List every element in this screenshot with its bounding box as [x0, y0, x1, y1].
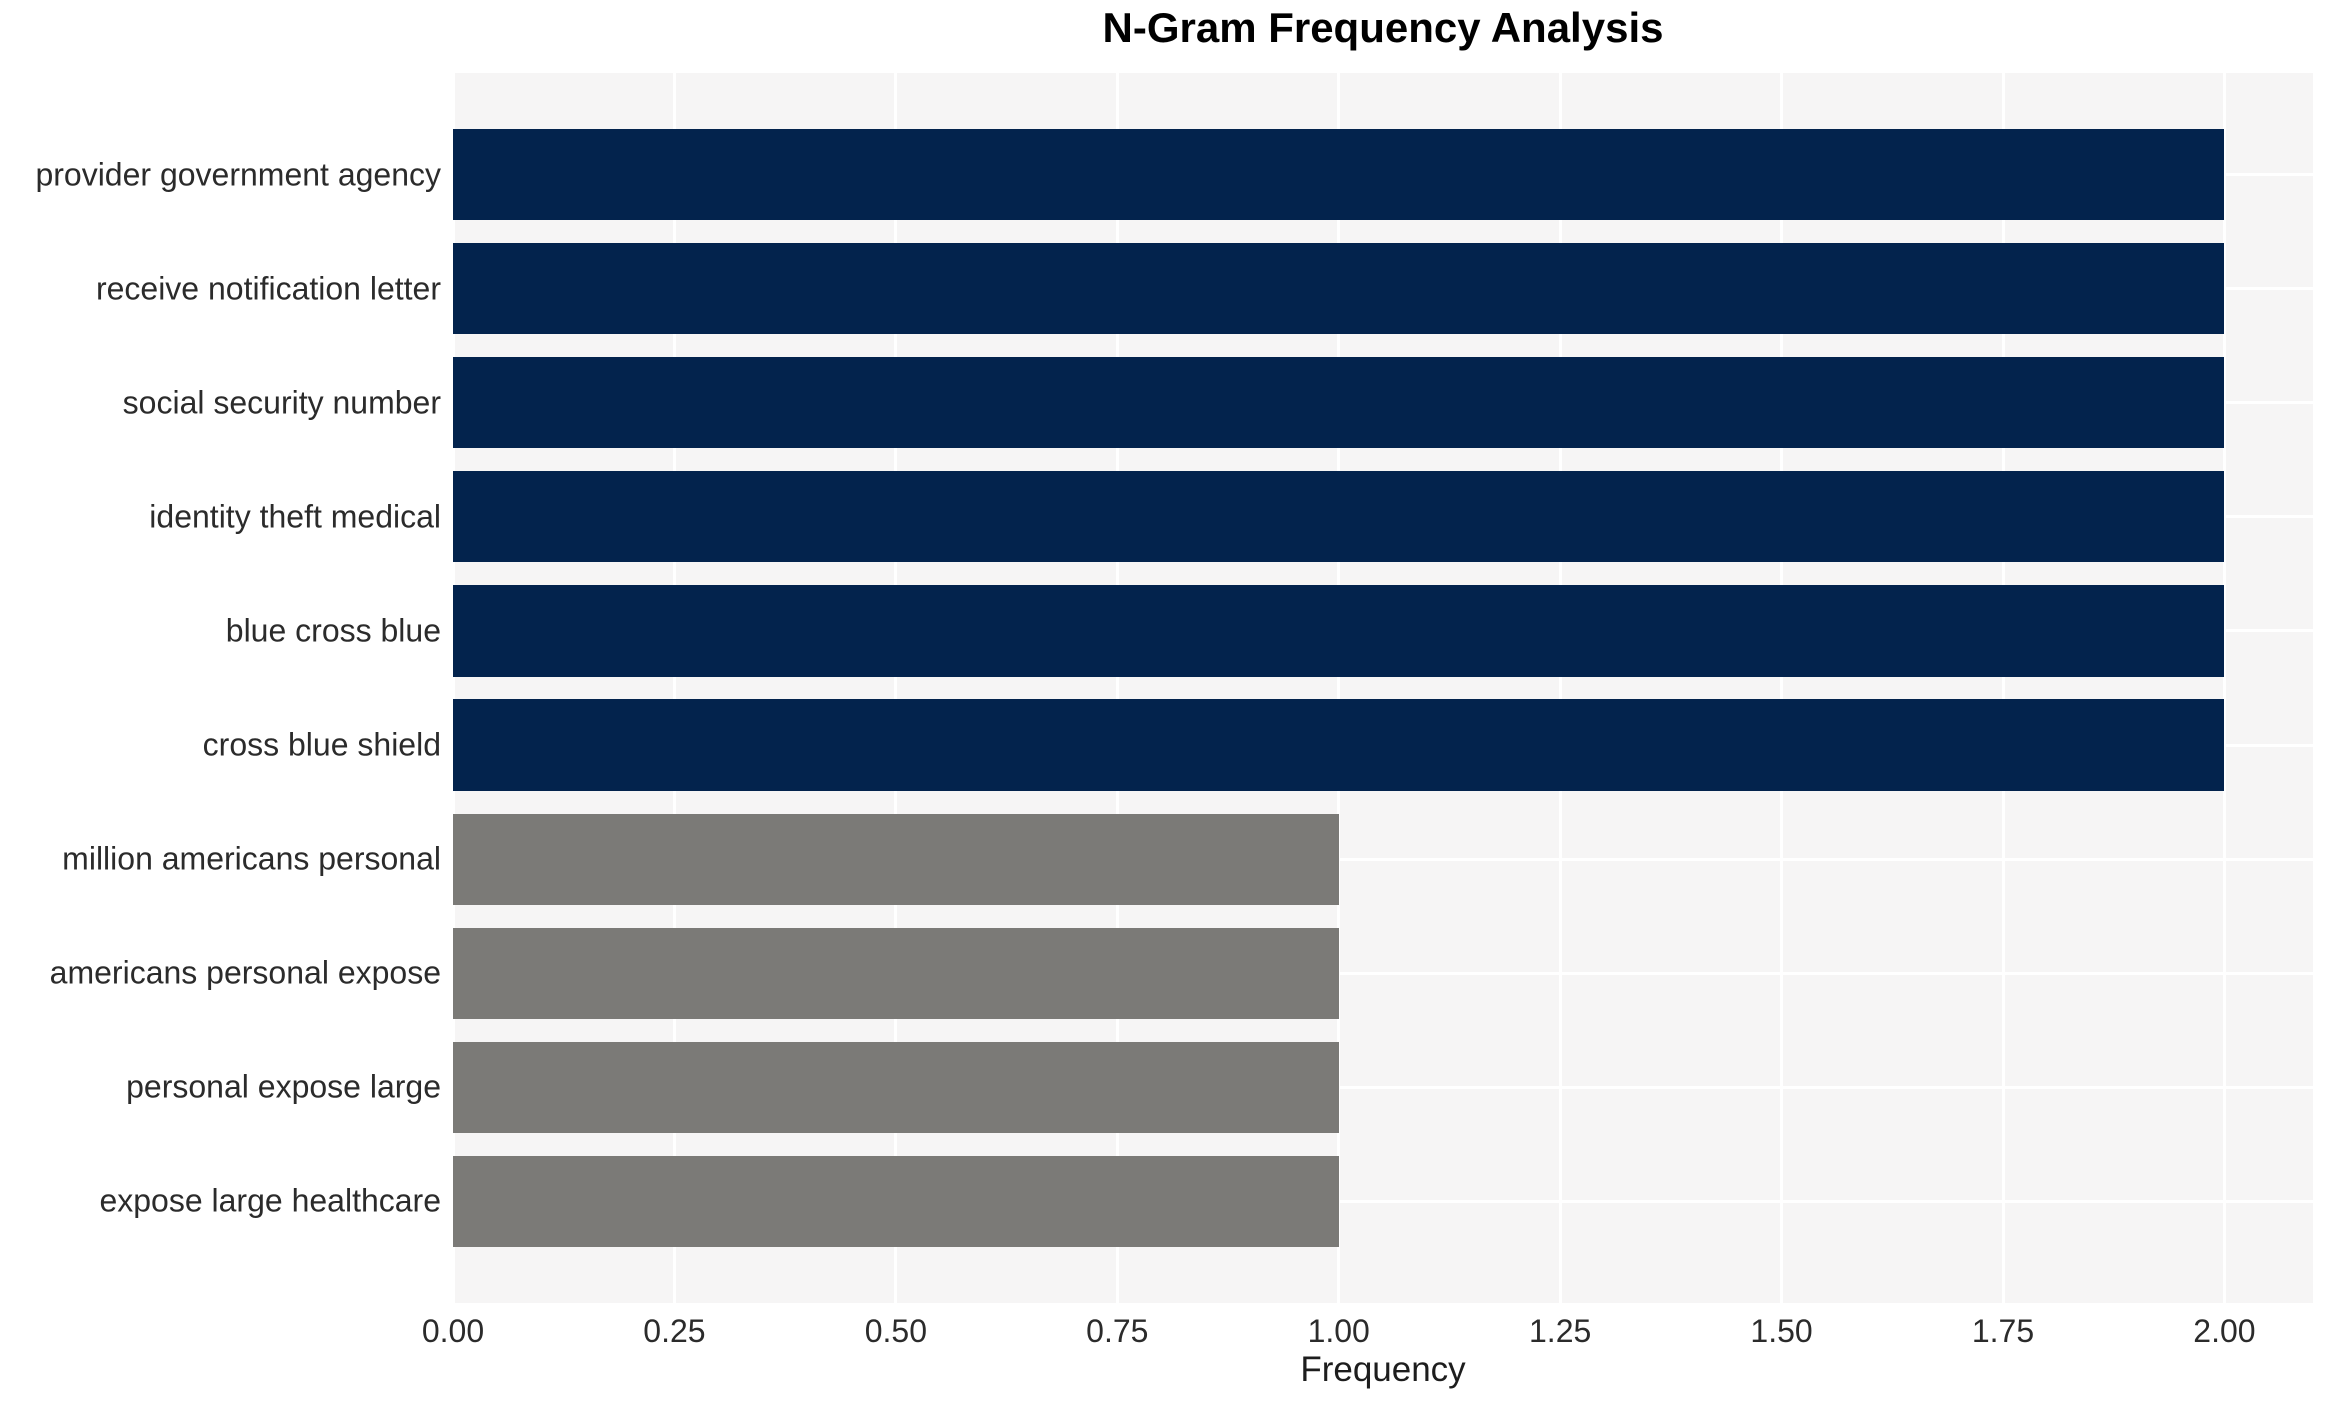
- y-tick-label: social security number: [122, 384, 441, 421]
- x-tick-label: 0.25: [643, 1313, 706, 1349]
- gridline-horizontal: [453, 1085, 2313, 1089]
- x-tick-label: 1.25: [1529, 1313, 1592, 1349]
- bar: [453, 357, 2225, 449]
- gridline-vertical: [894, 73, 898, 1303]
- x-axis-title: Frequency: [1300, 1350, 1466, 1389]
- bar: [453, 813, 1339, 905]
- gridline-horizontal: [453, 1199, 2313, 1203]
- bar: [453, 699, 2225, 791]
- y-tick-label: expose large healthcare: [99, 1182, 441, 1219]
- plot-area: [451, 73, 2313, 1303]
- bar: [453, 927, 1339, 1019]
- bar: [453, 1155, 1339, 1248]
- gridline-vertical: [1558, 73, 1562, 1303]
- x-tick-label: 0.00: [421, 1313, 485, 1349]
- y-tick-label: identity theft medical: [149, 498, 441, 535]
- gridline-horizontal: [453, 971, 2313, 975]
- gridline-vertical: [672, 73, 676, 1303]
- bar: [453, 128, 2225, 221]
- y-tick-label: provider government agency: [35, 156, 441, 193]
- bar: [453, 1041, 1339, 1133]
- x-tick-label: 2.00: [2193, 1313, 2256, 1349]
- y-tick-label: million americans personal: [62, 840, 441, 877]
- x-tick-label: 1.50: [1750, 1313, 1813, 1349]
- bar: [453, 585, 2225, 677]
- gridline-vertical: [1780, 73, 1784, 1303]
- bar: [453, 471, 2225, 563]
- x-tick-label: 0.75: [1086, 1313, 1149, 1349]
- gridline-vertical: [1337, 73, 1341, 1303]
- y-tick-label: personal expose large: [126, 1068, 441, 1105]
- gridline-horizontal: [453, 857, 2313, 861]
- x-tick-label: 1.00: [1307, 1313, 1370, 1349]
- gridline-vertical: [2001, 73, 2005, 1303]
- y-tick-label: cross blue shield: [202, 726, 441, 763]
- y-tick-label: receive notification letter: [95, 270, 441, 307]
- gridline-vertical: [451, 73, 455, 1303]
- x-tick-label: 0.50: [864, 1313, 927, 1349]
- bar: [453, 243, 2225, 335]
- gridline-vertical: [1115, 73, 1119, 1303]
- y-tick-label: americans personal expose: [49, 954, 441, 991]
- gridline-vertical: [2222, 73, 2226, 1303]
- chart-title: N-Gram Frequency Analysis: [1102, 4, 1664, 51]
- x-tick-label: 1.75: [1971, 1313, 2035, 1349]
- y-tick-label: blue cross blue: [225, 612, 441, 649]
